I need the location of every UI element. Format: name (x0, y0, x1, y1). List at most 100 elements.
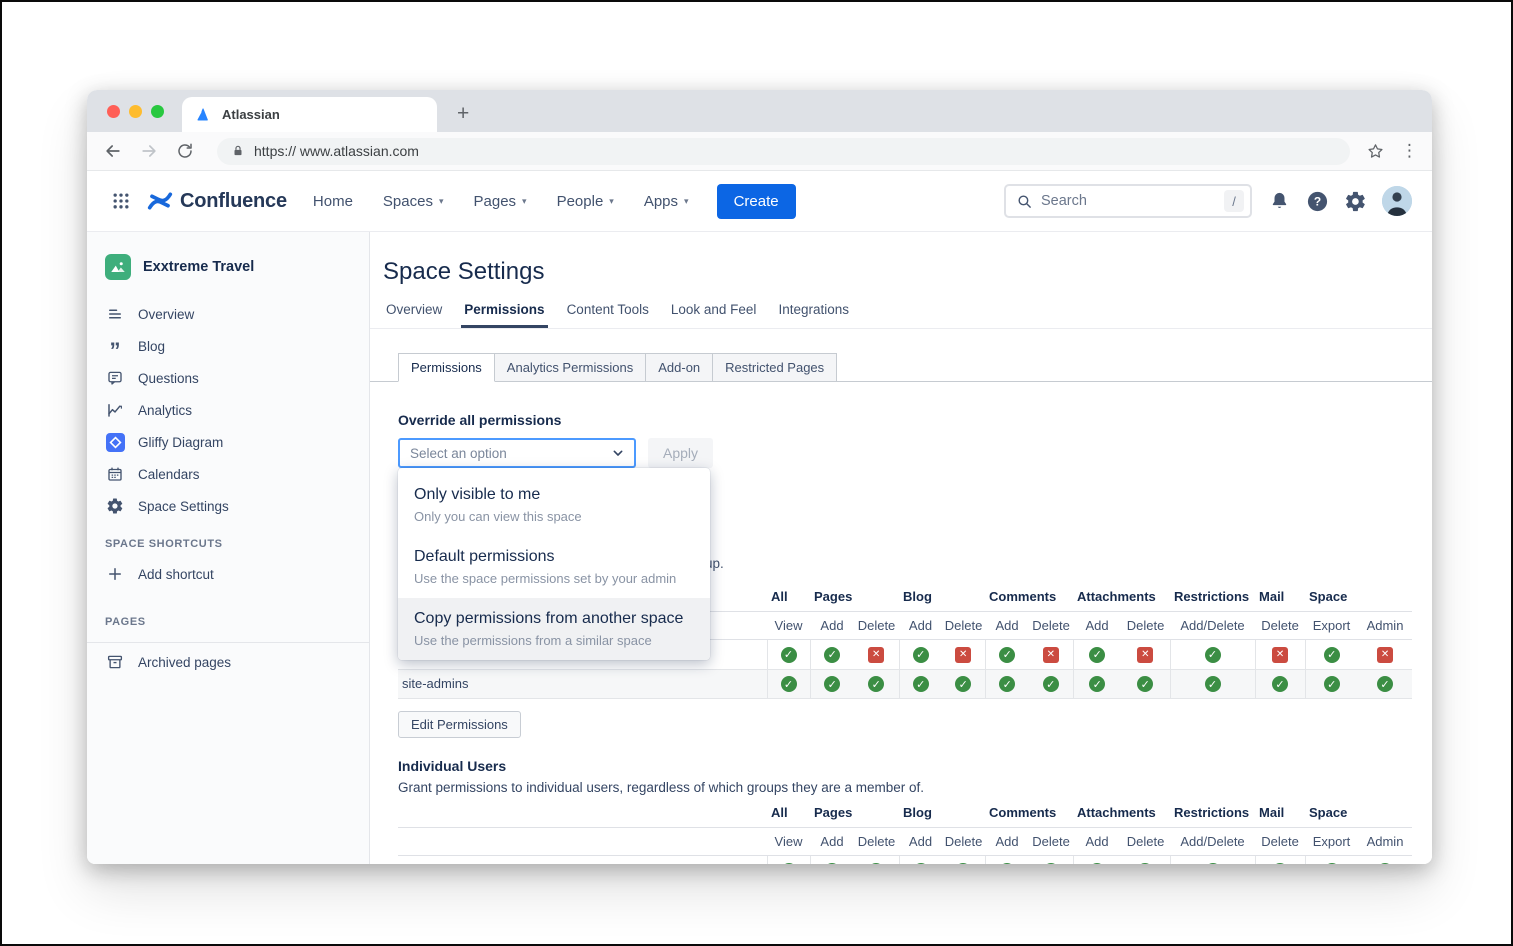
sidebar-item-label: Space Settings (138, 498, 229, 514)
subtab-analytics-permissions[interactable]: Analytics Permissions (494, 353, 647, 382)
confluence-logo[interactable]: Confluence (147, 188, 287, 214)
override-select[interactable]: Select an option (398, 438, 636, 468)
create-button[interactable]: Create (716, 183, 796, 219)
tab-look-and-feel[interactable]: Look and Feel (670, 302, 757, 317)
back-icon[interactable] (101, 139, 125, 163)
name-subheader (398, 827, 767, 857)
table-row: Shaziya Tambawala ✓ ✓ ✓ ✓ ✓ ✓ ✓ ✓ ✓ ✓ ✓ ✓ ✓ (398, 855, 1413, 864)
nav-item-apps[interactable]: Apps ▾ (644, 193, 689, 210)
permission-granted-icon[interactable]: ✓ (1137, 862, 1154, 864)
permission-granted-icon[interactable]: ✓ (912, 646, 929, 663)
permission-granted-icon[interactable]: ✓ (1377, 676, 1394, 693)
tab-overview[interactable]: Overview (386, 302, 443, 317)
add-shortcut-button[interactable]: Add shortcut (87, 558, 369, 590)
permission-granted-icon[interactable]: ✓ (1204, 676, 1221, 693)
permission-granted-icon[interactable]: ✓ (824, 676, 841, 693)
permission-denied-icon[interactable]: ✕ (1377, 646, 1394, 663)
nav-item-home[interactable]: Home (313, 193, 353, 210)
settings-gear-icon[interactable] (1344, 190, 1367, 213)
permission-granted-icon[interactable]: ✓ (999, 646, 1016, 663)
permission-granted-icon[interactable]: ✓ (868, 862, 885, 864)
permission-granted-icon[interactable]: ✓ (1204, 862, 1221, 864)
edit-permissions-button[interactable]: Edit Permissions (398, 711, 521, 739)
permission-denied-icon[interactable]: ✕ (868, 646, 885, 663)
permission-granted-icon[interactable]: ✓ (1089, 676, 1106, 693)
sidebar-item-label: Analytics (138, 402, 193, 418)
user-avatar[interactable] (1382, 186, 1412, 216)
nav-item-pages[interactable]: Pages ▾ (474, 193, 527, 210)
nav-item-label: Apps (643, 192, 679, 210)
permission-granted-icon[interactable]: ✓ (780, 862, 797, 864)
permission-granted-icon[interactable]: ✓ (999, 676, 1016, 693)
sidebar-item-space-settings[interactable]: Space Settings (87, 490, 369, 522)
sidebar-item-analytics[interactable]: Analytics (87, 394, 369, 426)
permission-granted-icon[interactable]: ✓ (1377, 862, 1394, 864)
nav-item-people[interactable]: People ▾ (557, 193, 614, 210)
browser-menu-icon[interactable]: ⋮ (1401, 141, 1418, 160)
subtab-restricted-pages[interactable]: Restricted Pages (713, 353, 838, 382)
notifications-bell-icon[interactable] (1268, 190, 1291, 213)
permission-denied-icon[interactable]: ✕ (1272, 646, 1289, 663)
permission-granted-icon[interactable]: ✓ (1323, 862, 1340, 864)
help-icon[interactable]: ? (1306, 190, 1329, 213)
permission-granted-icon[interactable]: ✓ (1323, 646, 1340, 663)
minimize-window-icon[interactable] (129, 104, 142, 118)
nav-item-label: Home (312, 192, 353, 210)
reload-icon[interactable] (173, 139, 197, 163)
permission-granted-icon[interactable]: ✓ (1042, 676, 1059, 693)
zoom-window-icon[interactable] (151, 104, 164, 118)
browser-tab[interactable]: Atlassian (182, 97, 437, 132)
permission-granted-icon[interactable]: ✓ (1323, 676, 1340, 693)
permission-granted-icon[interactable]: ✓ (780, 676, 797, 693)
dropdown-option-only-visible-to-me[interactable]: Only visible to me Only you can view this… (398, 474, 710, 536)
permission-granted-icon[interactable]: ✓ (955, 676, 972, 693)
tab-integrations[interactable]: Integrations (778, 302, 849, 317)
bookmark-star-icon[interactable] (1366, 142, 1385, 161)
apply-button[interactable]: Apply (648, 438, 714, 468)
new-tab-button[interactable]: + (457, 102, 470, 125)
search-placeholder: Search (1041, 193, 1087, 209)
permission-granted-icon[interactable]: ✓ (1089, 862, 1106, 864)
chevron-down-icon: ▾ (684, 195, 689, 206)
subtab-permissions[interactable]: Permissions (398, 353, 495, 382)
permission-granted-icon[interactable]: ✓ (780, 646, 797, 663)
permission-granted-icon[interactable]: ✓ (824, 862, 841, 864)
column-all-view: View (767, 827, 810, 857)
permission-granted-icon[interactable]: ✓ (824, 646, 841, 663)
sidebar-item-blog[interactable]: ” Blog (87, 330, 369, 362)
permission-granted-icon[interactable]: ✓ (1137, 676, 1154, 693)
column-attachments-delete: Delete (1121, 827, 1171, 857)
perm-cell: ✕ (1029, 639, 1074, 670)
close-window-icon[interactable] (107, 104, 120, 118)
permission-granted-icon[interactable]: ✓ (912, 676, 929, 693)
tab-content-tools[interactable]: Content Tools (566, 302, 649, 317)
permission-granted-icon[interactable]: ✓ (912, 862, 929, 864)
permission-granted-icon[interactable]: ✓ (1042, 862, 1059, 864)
sidebar-item-gliffy-diagram[interactable]: Gliffy Diagram (87, 426, 369, 458)
address-bar[interactable]: https:// www.atlassian.com (217, 137, 1350, 165)
app-switcher-icon[interactable] (111, 191, 131, 211)
sidebar-item-archived-pages[interactable]: Archived pages (87, 643, 369, 681)
permission-granted-icon[interactable]: ✓ (868, 676, 885, 693)
permission-granted-icon[interactable]: ✓ (955, 862, 972, 864)
forward-icon[interactable] (137, 139, 161, 163)
permission-denied-icon[interactable]: ✕ (1137, 646, 1154, 663)
subtab-add-on[interactable]: Add-on (646, 353, 714, 382)
permission-granted-icon[interactable]: ✓ (1204, 646, 1221, 663)
dropdown-option-default-permissions[interactable]: Default permissions Use the space permiss… (398, 536, 710, 598)
nav-item-spaces[interactable]: Spaces ▾ (383, 193, 444, 210)
option-description: Only you can view this space (414, 509, 582, 524)
dropdown-option-copy-permissions-from-another-space[interactable]: Copy permissions from another space Use t… (398, 598, 710, 660)
permission-denied-icon[interactable]: ✕ (955, 646, 972, 663)
search-input[interactable]: Search / (1004, 184, 1252, 218)
tab-permissions[interactable]: Permissions (461, 302, 548, 328)
space-header[interactable]: Exxtreme Travel (87, 254, 369, 280)
permission-granted-icon[interactable]: ✓ (1089, 646, 1106, 663)
permission-granted-icon[interactable]: ✓ (999, 862, 1016, 864)
sidebar-item-calendars[interactable]: Calendars (87, 458, 369, 490)
sidebar-item-overview[interactable]: Overview (87, 298, 369, 330)
permission-denied-icon[interactable]: ✕ (1042, 646, 1059, 663)
sidebar-item-questions[interactable]: Questions (87, 362, 369, 394)
permission-granted-icon[interactable]: ✓ (1272, 862, 1289, 864)
permission-granted-icon[interactable]: ✓ (1272, 676, 1289, 693)
